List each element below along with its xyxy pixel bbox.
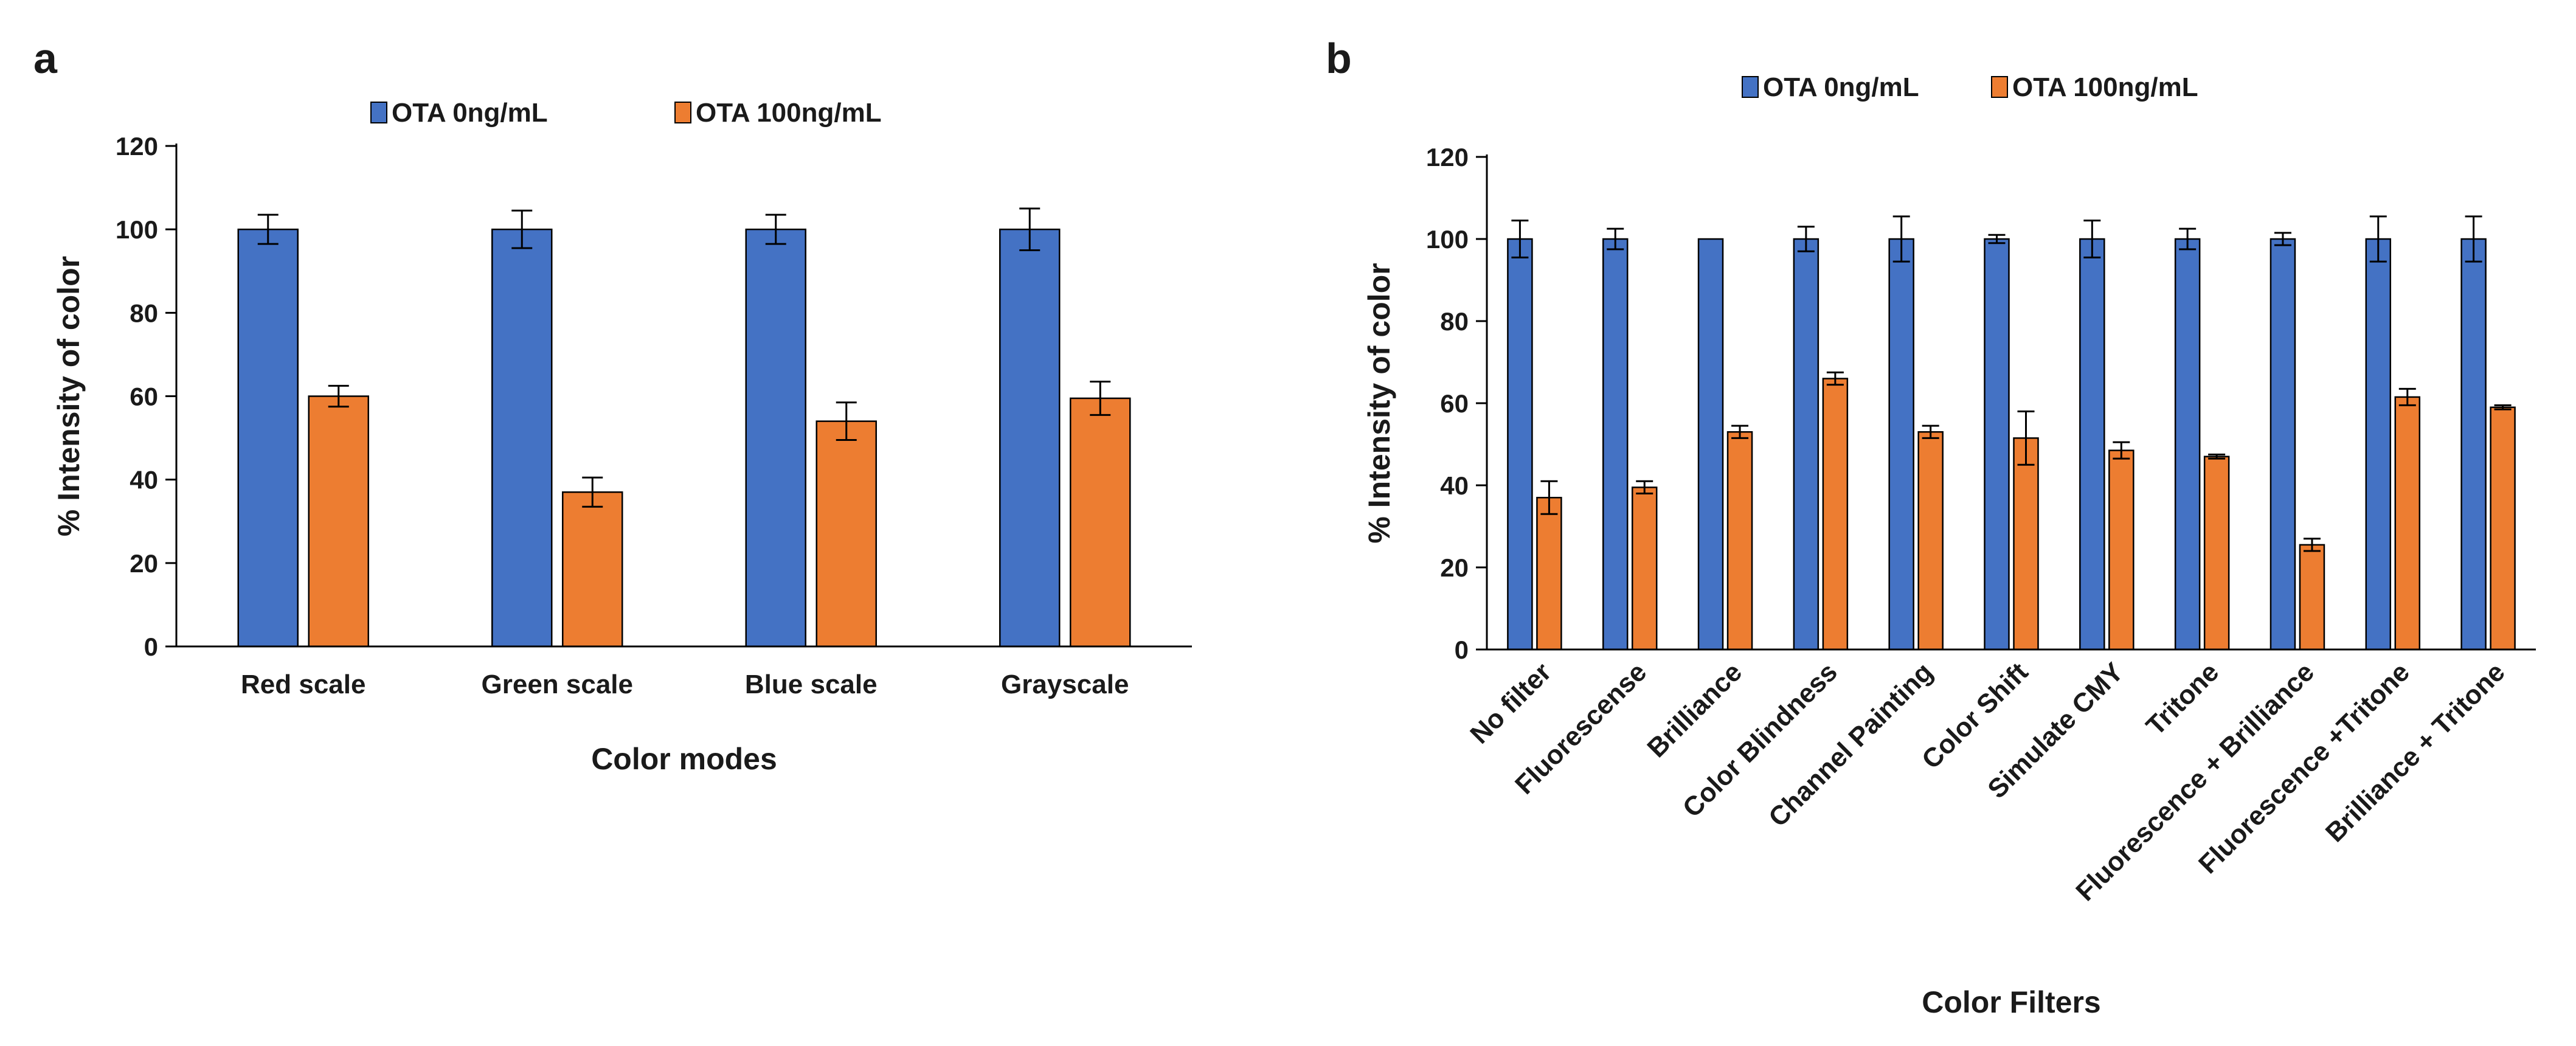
- panel-label: b: [1326, 35, 1352, 82]
- legend-swatch: [1742, 76, 1759, 98]
- y-tick-label: 0: [1455, 636, 1469, 664]
- bar-ota-0: [1507, 238, 1533, 651]
- y-tick-label: 60: [1440, 389, 1469, 418]
- x-tick-label: Green scale: [482, 670, 634, 699]
- bar-ota-0: [745, 228, 806, 648]
- bar-ota-0: [2365, 238, 2392, 651]
- y-tick-label: 120: [1426, 143, 1469, 171]
- bar-ota-0: [237, 228, 299, 648]
- bar-ota-100: [308, 395, 369, 648]
- bar-ota-0: [2079, 238, 2105, 651]
- legend-label: OTA 0ng/mL: [392, 98, 548, 128]
- legend-label: OTA 100ng/mL: [696, 98, 882, 128]
- bar-ota-0: [491, 228, 553, 648]
- x-tick-label: Grayscale: [1001, 670, 1129, 699]
- bar-ota-0: [1984, 238, 2010, 651]
- legend-swatch: [674, 102, 691, 123]
- bar-ota-100: [562, 491, 623, 648]
- x-axis-title: Color modes: [591, 742, 777, 776]
- y-tick-label: 40: [1440, 471, 1469, 500]
- bar-ota-0: [1793, 238, 1819, 651]
- bar-ota-100: [2394, 396, 2421, 651]
- y-axis-title: % Intensity of color: [52, 256, 86, 536]
- x-tick-label: Red scale: [241, 670, 365, 699]
- bar-ota-100: [815, 420, 877, 648]
- bar-ota-0: [1602, 238, 1629, 651]
- x-tick-label: Tritone: [2141, 657, 2225, 741]
- panel-label: a: [33, 35, 58, 82]
- bar-ota-100: [1070, 397, 1131, 648]
- y-tick-label: 0: [144, 632, 158, 661]
- y-axis-title: % Intensity of color: [1362, 263, 1396, 543]
- x-tick-label: Channel Painting: [1763, 657, 1939, 833]
- y-tick-label: 80: [1440, 307, 1469, 336]
- bar-ota-100: [2203, 455, 2230, 651]
- y-tick-label: 40: [130, 466, 158, 494]
- legend-label: OTA 100ng/mL: [2012, 72, 2198, 102]
- legend-swatch: [1991, 76, 2008, 98]
- bar-ota-100: [1726, 431, 1753, 651]
- y-tick-label: 100: [1426, 225, 1469, 254]
- x-tick-label: Blue scale: [745, 670, 878, 699]
- x-axis-title: Color Filters: [1922, 985, 2100, 1019]
- y-tick-label: 20: [1440, 553, 1469, 582]
- bar-ota-100: [2490, 406, 2516, 651]
- y-tick-label: 20: [130, 549, 158, 578]
- legend-label: OTA 0ng/mL: [1763, 72, 1919, 102]
- panel-a-chart: a 0 20 40 60 80 100 120 Red scale Green scale Blue…: [33, 35, 1192, 776]
- bar-ota-100: [2299, 544, 2325, 651]
- y-tick-label: 120: [116, 132, 158, 161]
- legend-swatch: [370, 102, 387, 123]
- bar-ota-100: [1822, 378, 1849, 651]
- bar-ota-0: [2174, 238, 2201, 651]
- bar-ota-0: [1888, 238, 1914, 651]
- bar-ota-100: [1631, 487, 1658, 651]
- bar-ota-100: [2108, 449, 2135, 651]
- bar-ota-0: [2270, 238, 2296, 651]
- y-tick-label: 100: [116, 215, 158, 244]
- bar-ota-0: [2460, 238, 2487, 651]
- bar-ota-100: [1536, 497, 1562, 651]
- bar-ota-0: [999, 228, 1061, 648]
- bar-ota-0: [1697, 238, 1724, 651]
- y-tick-label: 60: [130, 383, 158, 411]
- x-tick-label: Brilliance + Tritone: [2320, 657, 2511, 848]
- bar-ota-100: [2013, 437, 2039, 651]
- x-tick-label: No filter: [1464, 657, 1557, 749]
- y-tick-label: 80: [130, 299, 158, 327]
- bar-ota-100: [1917, 431, 1944, 651]
